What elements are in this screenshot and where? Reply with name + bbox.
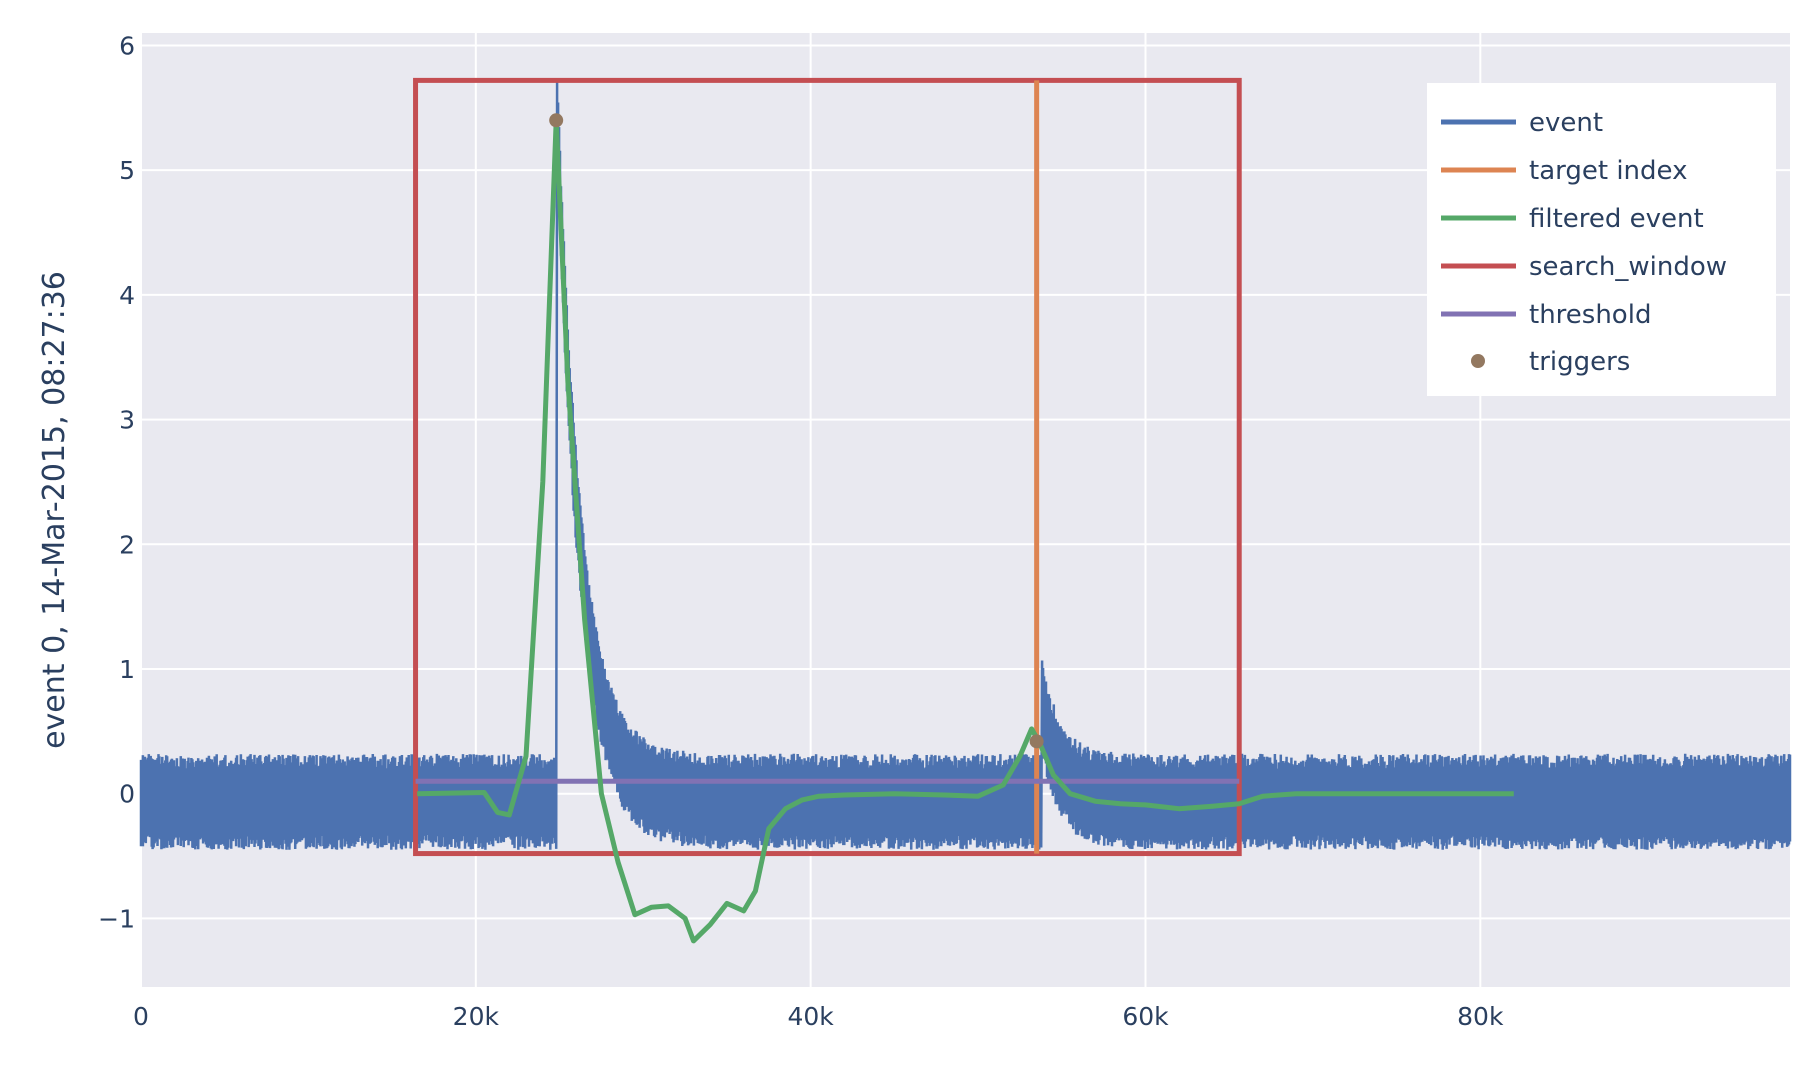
x-tick-label: 60k: [1122, 1002, 1169, 1031]
legend-item-triggers[interactable]: triggers: [1471, 347, 1630, 377]
legend-label-triggers: triggers: [1529, 347, 1630, 377]
series-search-window: [413, 77, 1242, 857]
legend-label-target-index: target index: [1529, 156, 1687, 186]
y-tick-label: 3: [119, 406, 135, 435]
x-tick-label: 20k: [453, 1002, 500, 1031]
legend-label-event: event: [1529, 108, 1603, 138]
legend: event target index filtered event search…: [1427, 83, 1776, 396]
y-tick-label: −1: [98, 904, 135, 933]
y-tick-label: 2: [119, 530, 135, 559]
y-tick-labels: −1 0 1 2 3 4 5 6: [98, 31, 135, 933]
x-tick-label: 80k: [1457, 1002, 1504, 1031]
legend-item-filtered-event[interactable]: filtered event: [1441, 204, 1704, 234]
legend-item-target-index[interactable]: target index: [1441, 156, 1687, 186]
series-triggers: [549, 113, 1044, 749]
x-tick-label: 0: [133, 1002, 149, 1031]
legend-item-search-window[interactable]: search_window: [1441, 252, 1727, 282]
y-tick-label: 6: [119, 31, 135, 60]
y-tick-label: 4: [119, 281, 135, 310]
legend-item-threshold[interactable]: threshold: [1441, 300, 1651, 330]
y-tick-label: 5: [119, 156, 135, 185]
x-tick-label: 40k: [787, 1002, 834, 1031]
y-axis-title: event 0, 14-Mar-2015, 08:27:36: [37, 271, 72, 749]
trigger-marker: [1029, 734, 1044, 749]
legend-label-threshold: threshold: [1529, 300, 1651, 330]
series-filtered-event: [417, 117, 1514, 944]
legend-box: [1427, 83, 1776, 396]
y-tick-label: 0: [119, 780, 135, 809]
legend-label-filtered-event: filtered event: [1529, 204, 1704, 234]
x-tick-labels: 0 20k 40k 60k 80k: [133, 1002, 1504, 1031]
y-tick-label: 1: [119, 655, 135, 684]
legend-label-search-window: search_window: [1529, 252, 1727, 282]
legend-swatch-triggers: [1471, 354, 1485, 368]
trigger-marker: [549, 113, 564, 128]
filtered-event-line: [417, 117, 1514, 944]
search-window-rect: [413, 77, 1242, 857]
legend-item-event[interactable]: event: [1441, 108, 1603, 138]
